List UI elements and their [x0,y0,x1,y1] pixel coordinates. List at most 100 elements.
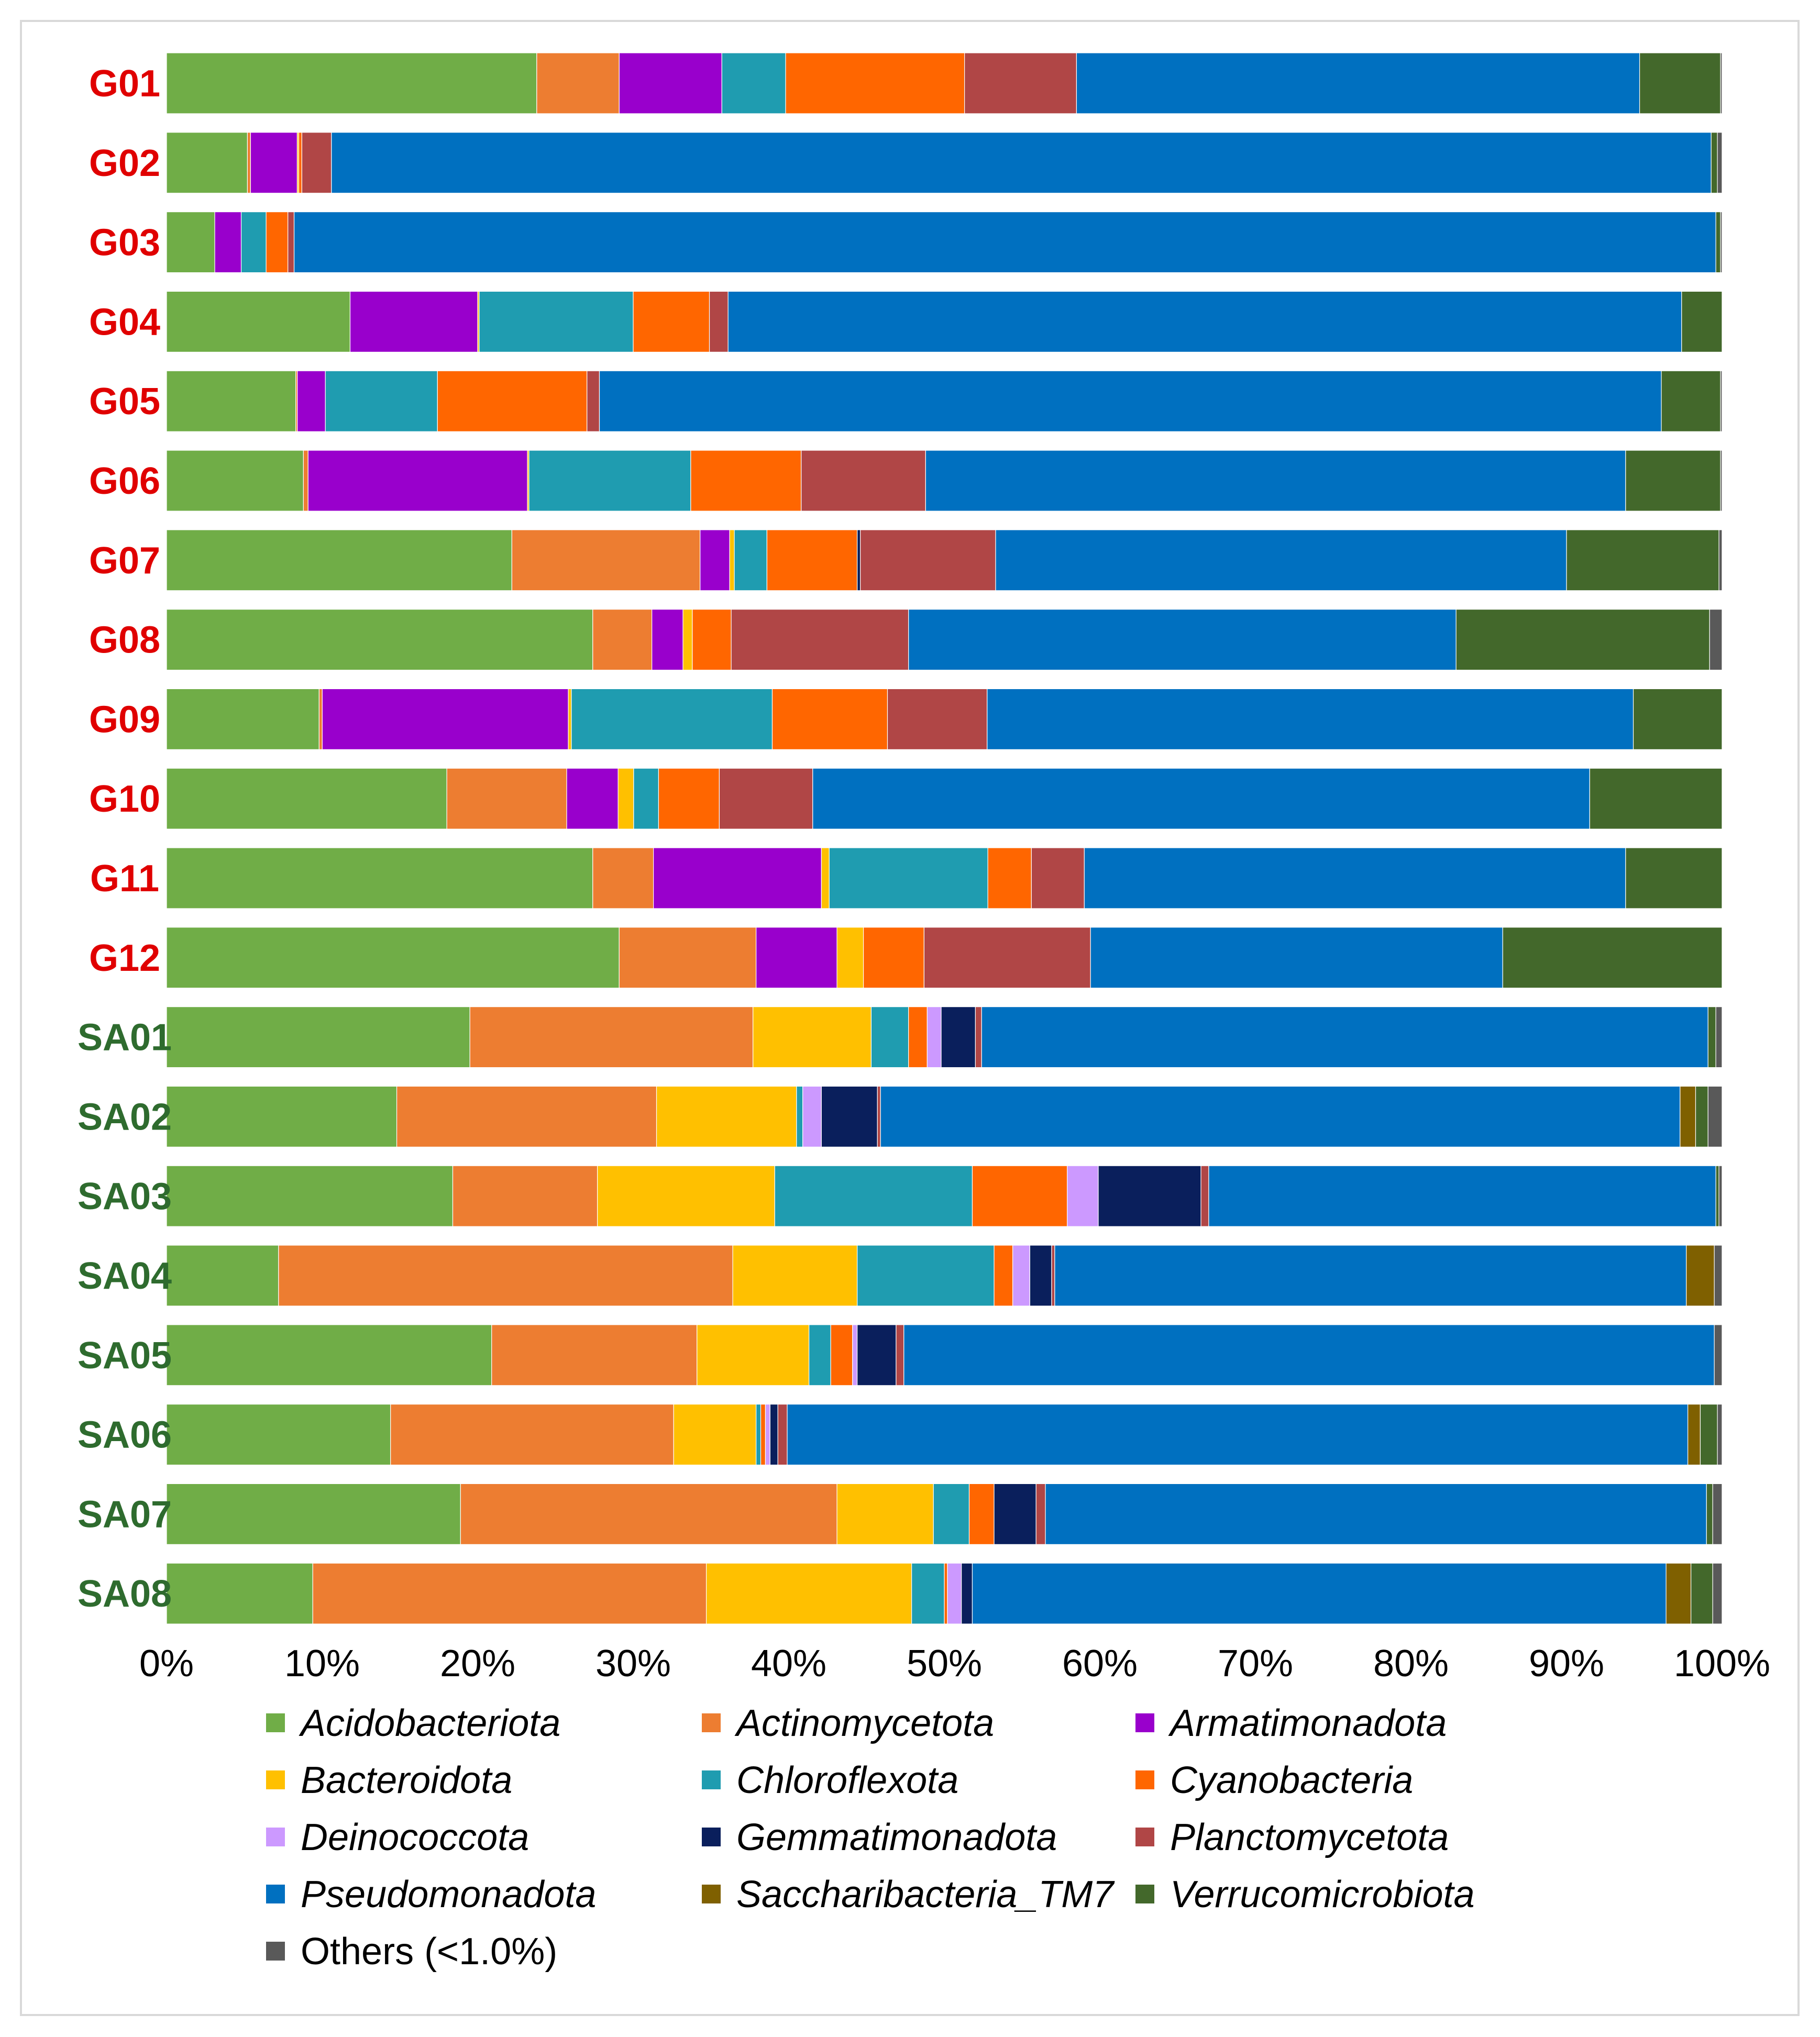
bar-row-sa02 [166,1086,1723,1147]
legend-swatch [266,1885,285,1903]
bar-segment-acidobacteriota [166,529,512,591]
legend-label: Armatimonadota [1168,1702,1447,1744]
bar-segment-actinomycetota [278,1245,733,1307]
bar-segment-chloroflexota [809,1324,831,1386]
category-label: SA04 [78,1255,172,1297]
bar-segment-cyanobacteria [298,132,302,194]
bar-segment-gemmatimonadota [769,1404,778,1466]
bar-segment-armatimonadota [322,688,569,750]
category-labels: G01 G02 G03 G04 G05 G06 G07 G08 G09 G10 G11 G12 SA01… [78,63,172,1615]
legend-item-deinococcota: Deinococcota [266,1817,529,1858]
category-label: G04 [89,301,160,343]
bar-segment-cyanobacteria [266,212,289,273]
bar-segment-gemmatimonadota [857,1324,897,1386]
bar-row-g09 [166,688,1723,750]
bar-segment-acidobacteriota [166,1563,313,1624]
bar-segment-gemmatimonadota [994,1483,1036,1545]
bar-segment-acidobacteriota [166,1245,279,1307]
bar-segment-planctomycetota [975,1006,982,1068]
category-label: SA06 [78,1414,172,1456]
bar-segment-pseudomonadota [987,688,1634,750]
category-label: SA03 [78,1176,172,1217]
bar-segment-gemmatimonadota [941,1006,976,1068]
bar-segment-bacteroidota [597,1165,775,1227]
bar-segment-pseudomonadota [972,1563,1667,1624]
bar-segment-bacteroidota [697,1324,810,1386]
bar-segment-others-1-0 [1712,1483,1723,1545]
x-tick-label: 100% [1674,1643,1770,1685]
bar-segment-chloroflexota [870,1006,909,1068]
bar-segment-planctomycetota [1200,1165,1209,1227]
bar-segment-planctomycetota [801,450,926,512]
bar-segment-cyanobacteria [437,370,588,432]
bar-segment-cyanobacteria [994,1245,1013,1307]
bar-segment-armatimonadota [756,927,837,989]
bar-segment-deinococcota [1012,1245,1030,1307]
legend-swatch [1135,1713,1154,1732]
bar-segment-actinomycetota [511,529,701,591]
bar-segment-others-1-0 [1720,52,1723,114]
bar-segment-actinomycetota [592,847,654,909]
bar-segment-saccharibacteria-tm7 [1687,1404,1701,1466]
bar-segment-pseudomonadota [1045,1483,1707,1545]
bar-segment-bacteroidota [836,1483,934,1545]
bar-segment-planctomycetota [887,688,988,750]
legend-swatch [702,1713,721,1732]
bar-segment-pseudomonadota [331,132,1712,194]
legend-label: Bacteroidota [301,1759,512,1801]
bar-segment-verrucomicrobiota [1455,608,1710,671]
bar-segment-others-1-0 [1714,1245,1723,1307]
bar-segment-cyanobacteria [785,52,965,114]
bar-segment-gemmatimonadota [961,1563,973,1624]
legend-label: Gemmatimonadota [736,1817,1057,1858]
bar-segment-planctomycetota [860,529,996,591]
bar-segment-cyanobacteria [987,847,1032,909]
bar-segment-acidobacteriota [166,132,248,194]
bar-segment-acidobacteriota [166,1483,461,1545]
bar-row-g03 [166,212,1723,273]
legend-label: Verrucomicrobiota [1170,1874,1475,1916]
bar-segment-cyanobacteria [760,1404,766,1466]
bar-segment-cyanobacteria [908,1006,928,1068]
bar-segment-actinomycetota [390,1404,674,1466]
bar-segment-chloroflexota [325,370,438,432]
bar-row-g06 [166,450,1723,512]
bar-segment-acidobacteriota [166,1324,492,1386]
bar-segment-acidobacteriota [166,370,296,432]
bar-segment-pseudomonadota [293,212,1716,273]
bar-segment-chloroflexota [756,1404,762,1466]
bar-segment-acidobacteriota [166,1006,470,1068]
legend-label: Planctomycetota [1170,1817,1449,1858]
legend-item-actinomycetota: Actinomycetota [702,1702,994,1744]
x-tick-label: 30% [595,1643,671,1685]
bar-segment-cyanobacteria [863,927,924,989]
bar-segment-verrucomicrobiota [1566,529,1719,591]
bar-segment-bacteroidota [821,847,830,909]
bar-segment-planctomycetota [896,1324,905,1386]
bar-segment-others-1-0 [1717,132,1723,194]
bar-segment-actinomycetota [592,608,653,671]
legend-label: Acidobacteriota [299,1702,560,1744]
bar-segment-chloroflexota [933,1483,970,1545]
category-label: G09 [89,699,160,740]
bar-segment-deinococcota [852,1324,858,1386]
legend-item-acidobacteriota: Acidobacteriota [266,1702,560,1744]
bar-segment-armatimonadota [619,52,722,114]
category-label: G08 [89,619,160,661]
bar-segment-actinomycetota [452,1165,598,1227]
category-label: SA05 [78,1335,172,1377]
bar-segment-others-1-0 [1717,1404,1723,1466]
legend-swatch [266,1770,285,1789]
bar-segment-armatimonadota [214,212,242,273]
bar-segment-bacteroidota [705,1563,912,1624]
bar-row-g11 [166,847,1723,909]
bar-segment-deinococcota [802,1086,822,1147]
bar-segment-actinomycetota [536,52,620,114]
bar-segment-acidobacteriota [166,608,593,671]
bar-segment-chloroflexota [571,688,773,750]
bar-row-sa01 [166,1006,1723,1068]
bar-segment-others-1-0 [1718,529,1723,591]
bar-segment-planctomycetota [731,608,909,671]
bar-segment-gemmatimonadota [1098,1165,1201,1227]
bar-segment-armatimonadota [652,608,683,671]
